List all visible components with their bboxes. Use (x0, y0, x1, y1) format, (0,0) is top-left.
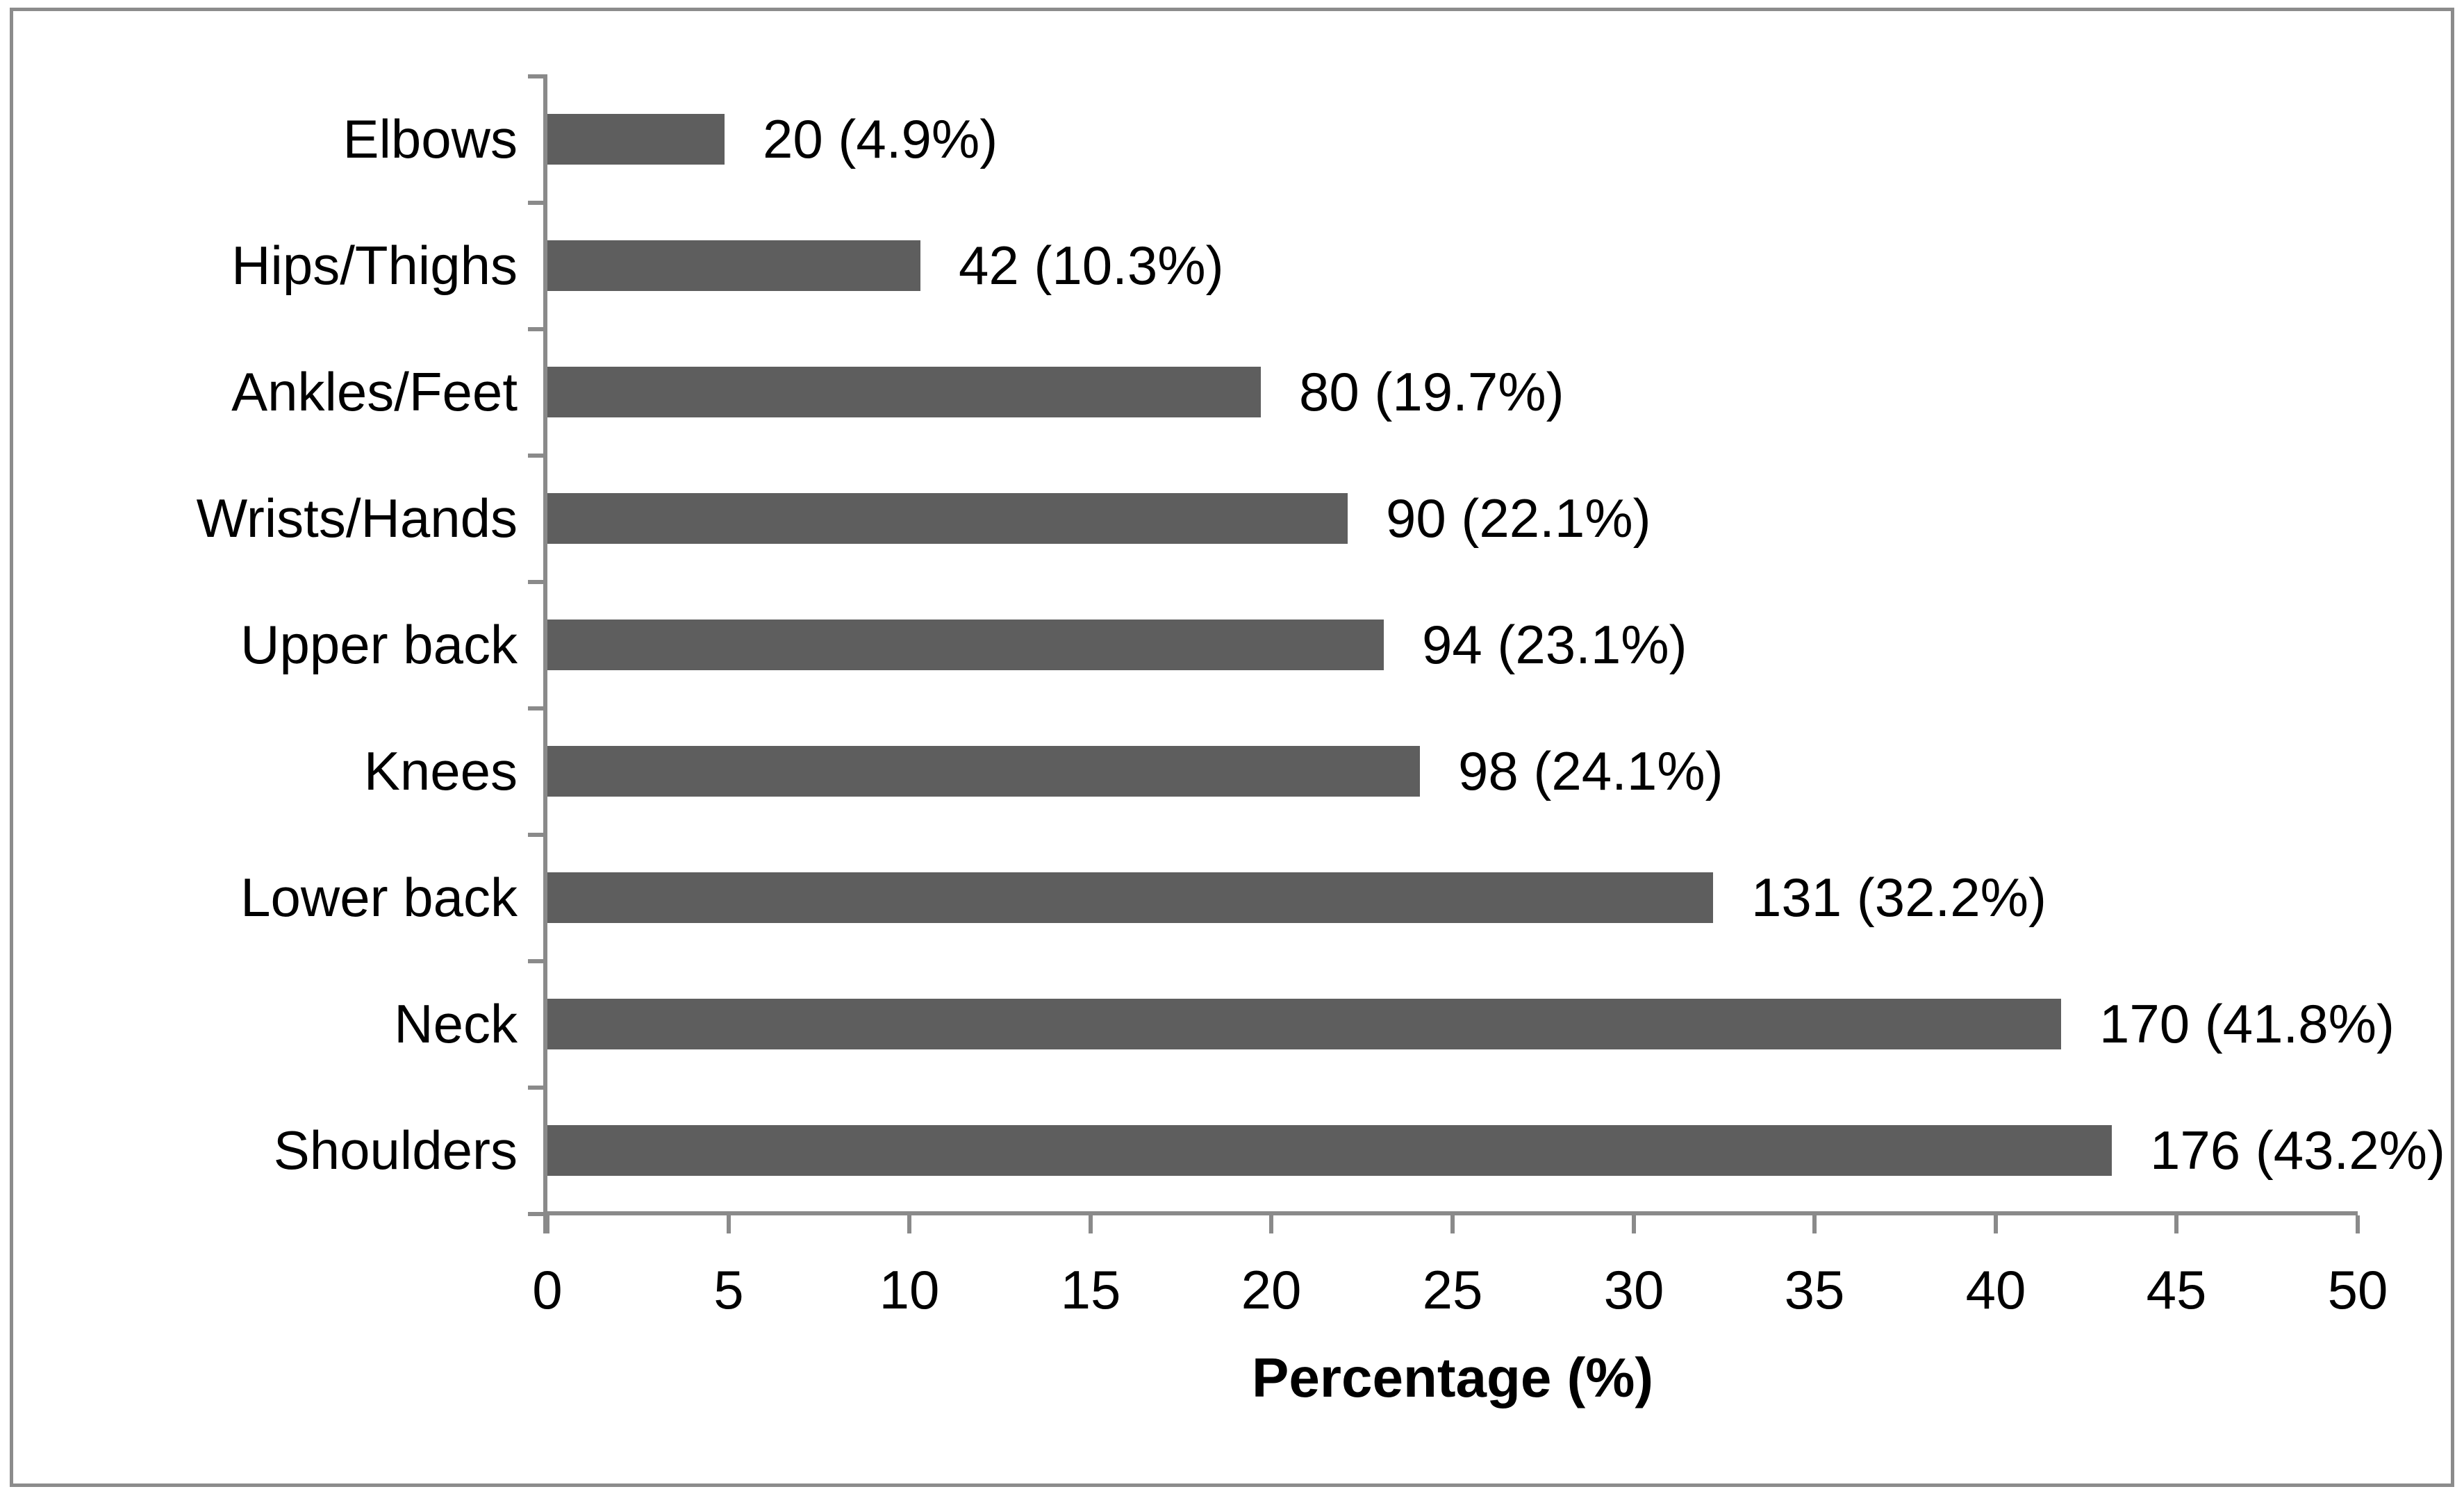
data-label: 42 (10.3%) (959, 234, 1224, 296)
x-axis-tick-label: 50 (2327, 1259, 2388, 1320)
x-axis-tick (1994, 1215, 1998, 1233)
category-label: Elbows (342, 108, 518, 169)
x-axis-tick-label: 35 (1784, 1259, 1845, 1320)
chart-border (10, 8, 2454, 1487)
y-axis-category-tick (528, 1212, 547, 1216)
x-axis-tick (1089, 1215, 1093, 1233)
y-axis-category-tick (528, 74, 547, 78)
category-label: Neck (394, 992, 518, 1054)
category-label: Upper back (240, 613, 518, 675)
category-label: Hips/Thighs (231, 234, 518, 296)
y-axis-category-tick (528, 833, 547, 837)
x-axis-tick (2174, 1215, 2178, 1233)
x-axis-tick-label: 25 (1422, 1259, 1483, 1320)
x-axis-tick (907, 1215, 911, 1233)
x-axis-tick-label: 0 (532, 1259, 563, 1320)
x-axis-tick (727, 1215, 731, 1233)
x-axis-tick-label: 40 (1965, 1259, 2026, 1320)
bar (547, 493, 1348, 544)
bar (547, 872, 1713, 923)
x-axis-tick-label: 5 (713, 1259, 744, 1320)
y-axis-line (543, 74, 547, 1233)
x-axis-line (543, 1211, 2358, 1215)
y-axis-category-tick (528, 706, 547, 710)
bar (547, 114, 725, 165)
x-axis-tick-label: 45 (2146, 1259, 2207, 1320)
bar (547, 367, 1261, 417)
y-axis-category-tick (528, 327, 547, 331)
y-axis-category-tick (528, 580, 547, 584)
data-label: 20 (4.9%) (763, 108, 998, 169)
data-label: 80 (19.7%) (1299, 360, 1564, 422)
x-axis-tick (1269, 1215, 1273, 1233)
bar (547, 1125, 2112, 1176)
y-axis-category-tick (528, 959, 547, 963)
data-label: 94 (23.1%) (1422, 613, 1687, 675)
x-axis-tick-label: 30 (1603, 1259, 1664, 1320)
x-axis-tick (1632, 1215, 1636, 1233)
y-axis-category-tick (528, 1086, 547, 1090)
category-label: Knees (363, 740, 518, 801)
y-axis-category-tick (528, 201, 547, 205)
x-axis-tick-label: 10 (879, 1259, 940, 1320)
bar (547, 620, 1384, 670)
bar (547, 240, 920, 291)
x-axis-tick (1450, 1215, 1455, 1233)
data-label: 90 (22.1%) (1386, 487, 1651, 549)
x-axis-tick-label: 20 (1241, 1259, 1302, 1320)
x-axis-tick-label: 15 (1060, 1259, 1121, 1320)
x-axis-tick (1812, 1215, 1817, 1233)
category-label: Lower back (240, 866, 518, 928)
x-axis-tick (2356, 1215, 2360, 1233)
data-label: 131 (32.2%) (1751, 866, 2047, 928)
data-label: 170 (41.8%) (2099, 992, 2395, 1054)
x-axis-tick (545, 1215, 549, 1233)
data-label: 98 (24.1%) (1458, 740, 1723, 801)
bar (547, 999, 2061, 1049)
category-label: Ankles/Feet (231, 360, 518, 422)
data-label: 176 (43.2%) (2150, 1119, 2445, 1181)
x-axis-title: Percentage (%) (1252, 1347, 1653, 1408)
category-label: Wrists/Hands (196, 487, 518, 549)
y-axis-category-tick (528, 454, 547, 458)
category-label: Shoulders (273, 1119, 518, 1181)
bar (547, 746, 1420, 797)
